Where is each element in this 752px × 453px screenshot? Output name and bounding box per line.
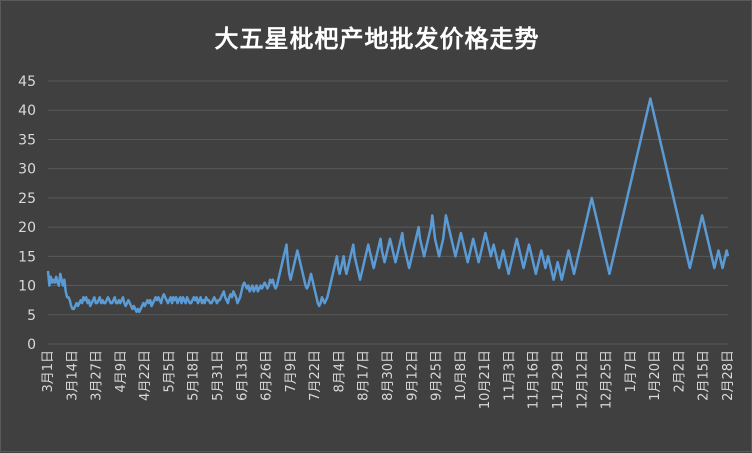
x-tick-label: 7月9日 [284, 350, 299, 393]
chart-title: 大五星枇杷产地批发价格走势 [214, 24, 540, 53]
x-tick-label: 8月4日 [332, 350, 347, 393]
x-tick-label: 6月13日 [235, 350, 250, 401]
series-line [46, 97, 730, 314]
y-tick-label: 40 [18, 103, 36, 119]
x-tick-label: 11月16日 [527, 350, 542, 409]
x-tick-label: 8月30日 [381, 350, 396, 401]
x-tick-label: 4月9日 [114, 350, 129, 393]
y-tick-label: 25 [18, 191, 36, 207]
x-tick-label: 5月5日 [162, 350, 177, 393]
y-tick-label: 15 [18, 249, 36, 265]
x-tick-label: 11月3日 [502, 350, 517, 401]
x-tick-label: 5月18日 [187, 350, 202, 401]
x-tick-label: 2月2日 [672, 350, 687, 393]
x-tick-label: 3月1日 [41, 350, 56, 393]
y-tick-label: 30 [18, 162, 36, 178]
x-tick-label: 10月21日 [478, 350, 493, 409]
x-tick-label: 2月15日 [697, 350, 712, 401]
x-tick-label: 12月25日 [600, 350, 615, 409]
x-tick-label: 9月12日 [405, 350, 420, 401]
x-tick-label: 1月20日 [648, 350, 663, 401]
y-tick-label: 45 [18, 74, 36, 90]
series-layer [46, 97, 730, 314]
y-tick-label: 0 [27, 337, 36, 353]
x-tick-label: 9月25日 [430, 350, 445, 401]
x-tick-label: 2月28日 [721, 350, 736, 401]
x-tick-label: 7月22日 [308, 350, 323, 401]
y-axis-ticks: 0 5 10 15 20 25 30 35 40 45 [18, 74, 36, 353]
x-axis-ticks: 3月1日 3月14日 3月27日 4月9日 4月22日 5月5日 5月18日 5月31日 6月1… [41, 350, 736, 409]
x-tick-label: 6月26日 [260, 350, 275, 401]
x-tick-label: 5月31日 [211, 350, 226, 401]
x-tick-label: 1月7日 [624, 350, 639, 393]
y-tick-label: 20 [18, 220, 36, 236]
gridlines [48, 80, 728, 345]
y-tick-label: 10 [18, 279, 36, 295]
x-tick-label: 3月14日 [65, 350, 80, 401]
x-tick-label: 8月17日 [357, 350, 372, 401]
x-tick-label: 4月22日 [138, 350, 153, 401]
y-tick-label: 5 [27, 308, 36, 324]
x-tick-label: 10月8日 [454, 350, 469, 401]
x-tick-label: 3月27日 [90, 350, 105, 401]
y-tick-label: 35 [18, 132, 36, 148]
x-tick-label: 12月12日 [575, 350, 590, 409]
x-tick-label: 11月29日 [551, 350, 566, 409]
